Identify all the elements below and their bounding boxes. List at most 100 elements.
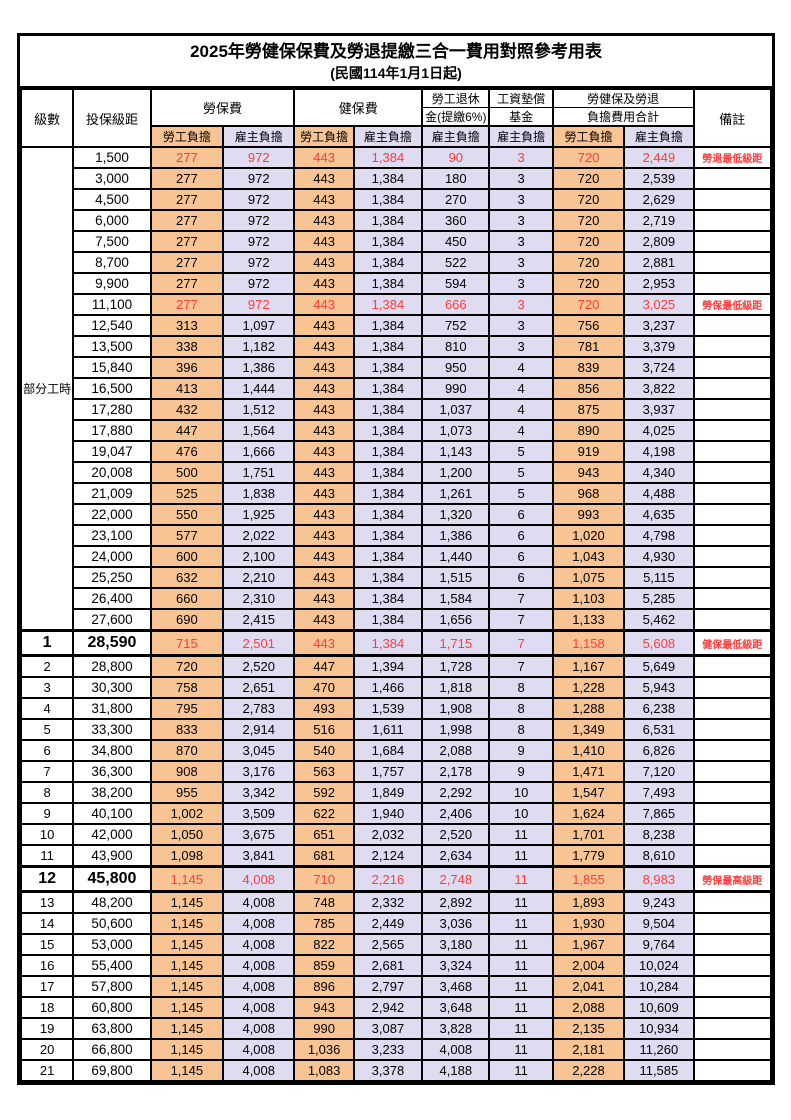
cell-total-emp: 720 xyxy=(551,146,626,170)
table-row: 20,008 500 1,751 443 1,384 1,200 5 943 4,340 xyxy=(21,461,773,485)
cell-labor-er: 3,841 xyxy=(222,844,296,868)
cell-total-er: 3,937 xyxy=(623,398,695,422)
cell-health-emp: 443 xyxy=(293,524,355,548)
header-total-line2: 負擔費用合計 xyxy=(551,107,695,128)
cell-health-er: 1,384 xyxy=(352,482,424,506)
cell-fund-er: 3 xyxy=(488,335,554,359)
cell-total-er: 3,724 xyxy=(623,356,695,380)
cell-health-er: 2,797 xyxy=(352,975,424,999)
cell-fund-er: 3 xyxy=(488,188,554,212)
cell-remark xyxy=(692,377,773,401)
cell-health-emp: 443 xyxy=(293,419,355,443)
cell-health-emp: 443 xyxy=(293,188,355,212)
cell-health-er: 2,216 xyxy=(352,865,424,894)
cell-bracket: 13,500 xyxy=(72,335,152,359)
cell-remark xyxy=(692,461,773,485)
cell-total-er: 6,826 xyxy=(623,739,695,763)
table-row: 9 40,100 1,002 3,509 622 1,940 2,406 10 1,624 7,8… xyxy=(19,802,773,826)
cell-total-er: 6,238 xyxy=(623,697,695,721)
cell-labor-emp: 632 xyxy=(149,566,225,590)
cell-level: 7 xyxy=(19,760,75,784)
table-row: 15 53,000 1,145 4,008 822 2,565 3,180 11 1,967 9,… xyxy=(19,933,773,957)
cell-labor-emp: 1,145 xyxy=(149,1038,225,1062)
table-row: 16 55,400 1,145 4,008 859 2,681 3,324 11 2,004 10… xyxy=(19,954,773,978)
cell-remark xyxy=(692,760,773,784)
cell-health-emp: 540 xyxy=(293,739,355,763)
cell-labor-emp: 1,050 xyxy=(149,823,225,847)
cell-total-emp: 1,547 xyxy=(551,781,626,805)
cell-labor-er: 1,182 xyxy=(222,335,296,359)
cell-labor-emp: 870 xyxy=(149,739,225,763)
cell-total-emp: 1,103 xyxy=(551,587,626,611)
cell-health-emp: 443 xyxy=(293,629,355,658)
cell-health-emp: 943 xyxy=(293,996,355,1020)
cell-total-er: 3,237 xyxy=(623,314,695,338)
cell-pension-er: 90 xyxy=(421,146,491,170)
cell-remark xyxy=(692,209,773,233)
cell-labor-emp: 550 xyxy=(149,503,225,527)
cell-labor-er: 2,520 xyxy=(222,654,296,679)
cell-labor-er: 972 xyxy=(222,293,296,317)
table-row: 8 38,200 955 3,342 592 1,849 2,292 10 1,547 7,493 xyxy=(19,781,773,805)
cell-health-er: 1,384 xyxy=(352,188,424,212)
cell-total-emp: 720 xyxy=(551,251,626,275)
cell-labor-emp: 1,145 xyxy=(149,954,225,978)
cell-fund-er: 11 xyxy=(488,844,554,868)
header-wage-fund-line1: 工資墊償 xyxy=(488,88,554,109)
cell-pension-er: 1,656 xyxy=(421,608,491,632)
cell-health-er: 2,332 xyxy=(352,890,424,915)
cell-labor-emp: 955 xyxy=(149,781,225,805)
table-row: 4,500 277 972 443 1,384 270 3 720 2,629 xyxy=(21,188,773,212)
cell-health-er: 1,384 xyxy=(352,335,424,359)
cell-health-emp: 443 xyxy=(293,167,355,191)
table-row: 17,880 447 1,564 443 1,384 1,073 4 890 4,025 xyxy=(21,419,773,443)
table-row: 8,700 277 972 443 1,384 522 3 720 2,881 xyxy=(21,251,773,275)
cell-bracket: 63,800 xyxy=(72,1017,152,1041)
header-health-insurance: 健保費 xyxy=(293,88,424,128)
cell-pension-er: 666 xyxy=(421,293,491,317)
cell-bracket: 16,500 xyxy=(72,377,152,401)
cell-total-emp: 2,041 xyxy=(551,975,626,999)
cell-health-emp: 443 xyxy=(293,209,355,233)
cell-labor-emp: 500 xyxy=(149,461,225,485)
cell-remark xyxy=(692,524,773,548)
cell-pension-er: 1,037 xyxy=(421,398,491,422)
cell-total-emp: 919 xyxy=(551,440,626,464)
cell-total-er: 3,025 xyxy=(623,293,695,317)
cell-bracket: 12,540 xyxy=(72,314,152,338)
cell-labor-emp: 432 xyxy=(149,398,225,422)
cell-total-er: 2,539 xyxy=(623,167,695,191)
cell-bracket: 45,800 xyxy=(72,865,152,894)
cell-bracket: 43,900 xyxy=(72,844,152,868)
cell-labor-er: 1,444 xyxy=(222,377,296,401)
cell-labor-emp: 1,145 xyxy=(149,933,225,957)
table-row: 22,000 550 1,925 443 1,384 1,320 6 993 4,635 xyxy=(21,503,773,527)
cell-pension-er: 1,320 xyxy=(421,503,491,527)
cell-labor-er: 972 xyxy=(222,251,296,275)
cell-total-er: 11,260 xyxy=(623,1038,695,1062)
cell-total-emp: 2,135 xyxy=(551,1017,626,1041)
table-row: 13,500 338 1,182 443 1,384 810 3 781 3,379 xyxy=(21,335,773,359)
cell-remark xyxy=(692,697,773,721)
cell-fund-er: 5 xyxy=(488,440,554,464)
cell-remark xyxy=(692,802,773,826)
subheader-total-employer: 雇主負擔 xyxy=(623,125,695,149)
cell-remark xyxy=(692,739,773,763)
cell-remark xyxy=(692,912,773,936)
cell-fund-er: 9 xyxy=(488,760,554,784)
cell-pension-er: 270 xyxy=(421,188,491,212)
cell-labor-er: 1,386 xyxy=(222,356,296,380)
cell-fund-er: 7 xyxy=(488,654,554,679)
cell-labor-er: 2,100 xyxy=(222,545,296,569)
cell-health-emp: 443 xyxy=(293,335,355,359)
cell-level: 16 xyxy=(19,954,75,978)
cell-total-emp: 856 xyxy=(551,377,626,401)
cell-remark: 勞保最低級距 xyxy=(692,293,773,317)
cell-total-emp: 875 xyxy=(551,398,626,422)
cell-labor-er: 1,097 xyxy=(222,314,296,338)
cell-fund-er: 11 xyxy=(488,865,554,894)
cell-pension-er: 522 xyxy=(421,251,491,275)
cell-health-er: 1,394 xyxy=(352,654,424,679)
cell-fund-er: 8 xyxy=(488,676,554,700)
